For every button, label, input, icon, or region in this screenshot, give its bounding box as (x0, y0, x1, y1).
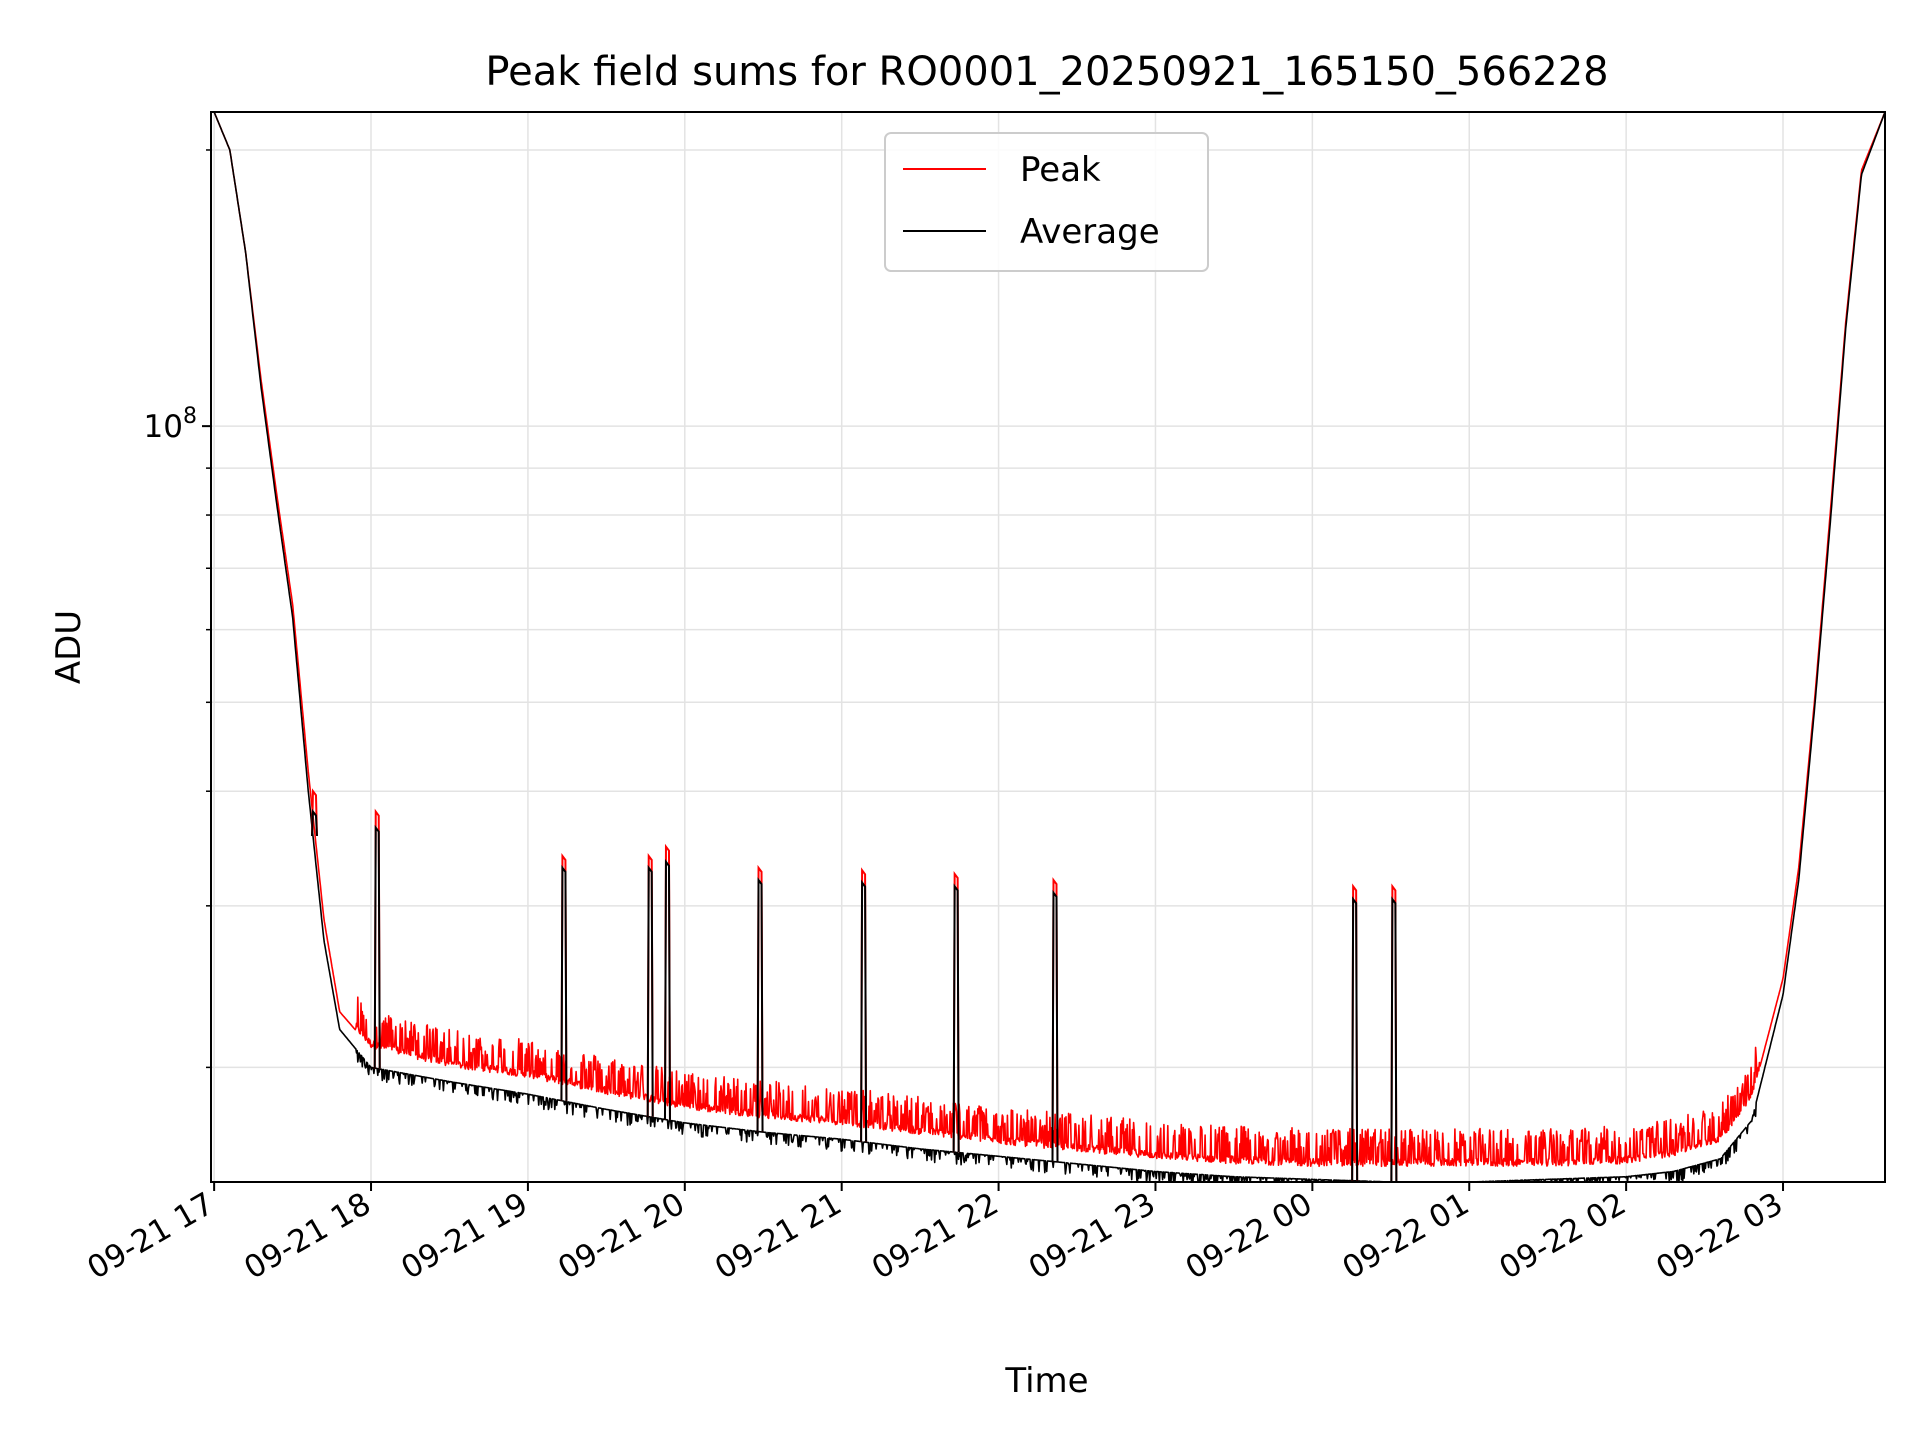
spike-average (310, 808, 318, 837)
y-axis-label: ADU (49, 610, 89, 684)
spike-average (756, 877, 764, 1132)
spike-average (1390, 896, 1398, 1183)
series-line-average (210, 111, 1886, 1183)
legend-label-average: Average (1020, 212, 1160, 252)
spike-average (646, 864, 654, 1117)
x-axis-label: Time (1004, 1361, 1088, 1401)
spike-average (860, 879, 868, 1142)
series-line-peak (210, 111, 1886, 1168)
spike-average (952, 883, 960, 1153)
legend-box (884, 132, 1209, 272)
chart-title: Peak field sums for RO0001_20250921_1651… (485, 49, 1608, 95)
series-layer (210, 111, 1886, 1183)
grid (211, 112, 1885, 1182)
y-tick-label: 108 (144, 404, 197, 445)
legend-label-peak: Peak (1020, 150, 1101, 190)
legend: Peak Average (884, 132, 1209, 272)
spike-average (663, 858, 671, 1120)
y-axis-ticks: 108 (144, 149, 211, 1069)
spike-average (1351, 896, 1359, 1181)
spike-average (560, 864, 568, 1101)
spike-layer (310, 788, 1398, 1183)
plot-frame (210, 111, 1886, 1183)
spike-average (1051, 889, 1059, 1162)
spike-average (373, 824, 381, 1069)
